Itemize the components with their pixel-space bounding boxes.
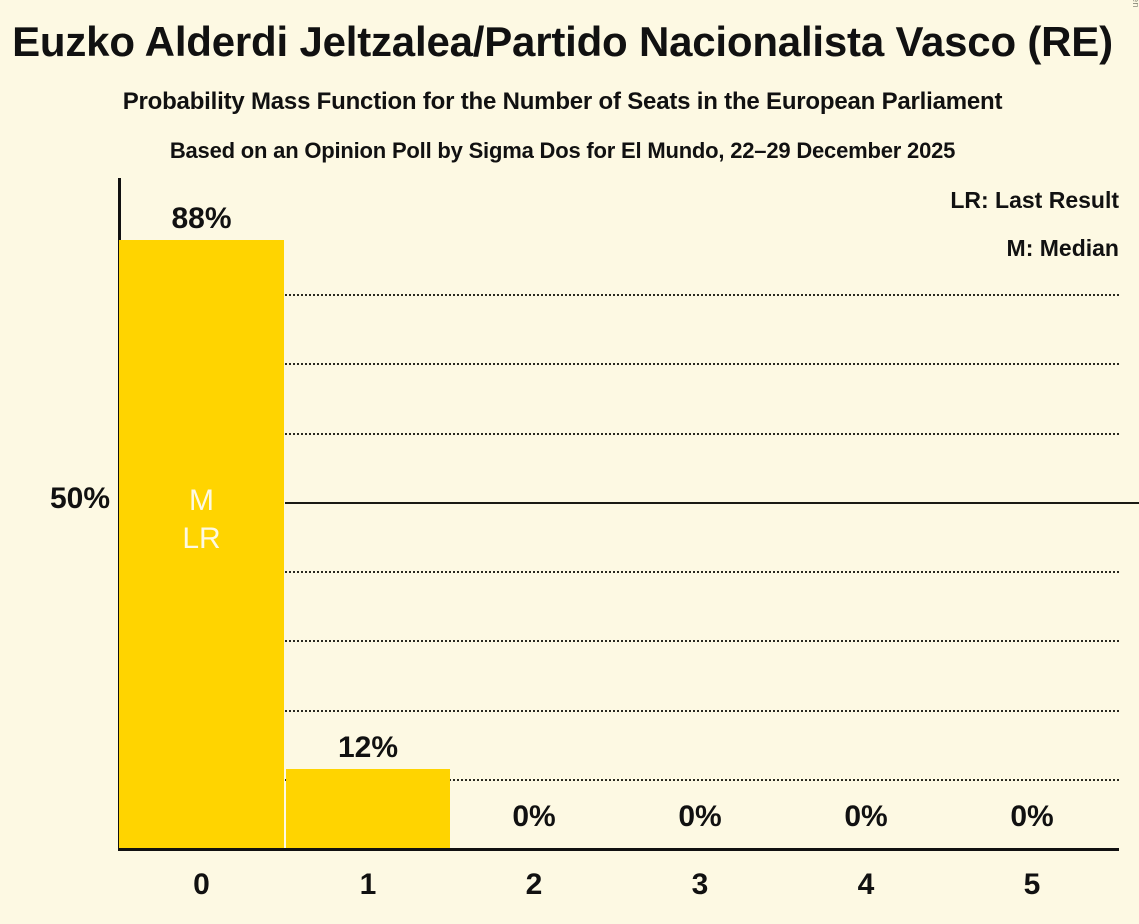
legend-last-result: LR: Last Result — [950, 187, 1119, 213]
x-tick-2: 2 — [525, 868, 543, 901]
chart-subtitle: Probability Mass Function for the Number… — [122, 88, 1003, 115]
gridline-70 — [285, 363, 1119, 365]
bar-0[interactable]: M LR — [119, 240, 284, 848]
value-label-5: 0% — [1010, 800, 1054, 833]
gridline-10 — [285, 779, 1119, 781]
gridline-60 — [285, 433, 1119, 435]
gridline-20 — [285, 710, 1119, 712]
bar-1[interactable] — [286, 769, 450, 848]
gridline-30 — [285, 640, 1119, 642]
gridline-50 — [285, 502, 1139, 504]
page-title: Euzko Alderdi Jeltzalea/Partido Nacional… — [12, 18, 1113, 65]
value-label-1: 12% — [337, 731, 399, 764]
plot-area: M LR 88% 12% 0% 0% 0% 0% 0 1 2 3 4 5 — [118, 178, 1139, 901]
x-tick-5: 5 — [1023, 868, 1041, 901]
copyright-notice: © 2026 Filip van Laenen — [1130, 0, 1139, 8]
value-label-3: 0% — [678, 800, 722, 833]
value-label-0: 88% — [171, 202, 232, 235]
gridline-40 — [285, 571, 1119, 573]
y-axis-tick-50: 50% — [49, 482, 110, 515]
value-label-2: 0% — [512, 800, 556, 833]
bar-0-markers: M LR — [182, 484, 221, 555]
gridline-80 — [285, 294, 1119, 296]
x-tick-0: 0 — [193, 868, 210, 901]
chart-source-note: Based on an Opinion Poll by Sigma Dos fo… — [169, 138, 956, 163]
x-axis-line — [118, 848, 1119, 851]
legend-median: M: Median — [1006, 235, 1119, 261]
x-tick-4: 4 — [857, 868, 875, 901]
value-label-4: 0% — [844, 800, 888, 833]
x-tick-1: 1 — [359, 868, 377, 901]
x-tick-3: 3 — [691, 868, 709, 901]
